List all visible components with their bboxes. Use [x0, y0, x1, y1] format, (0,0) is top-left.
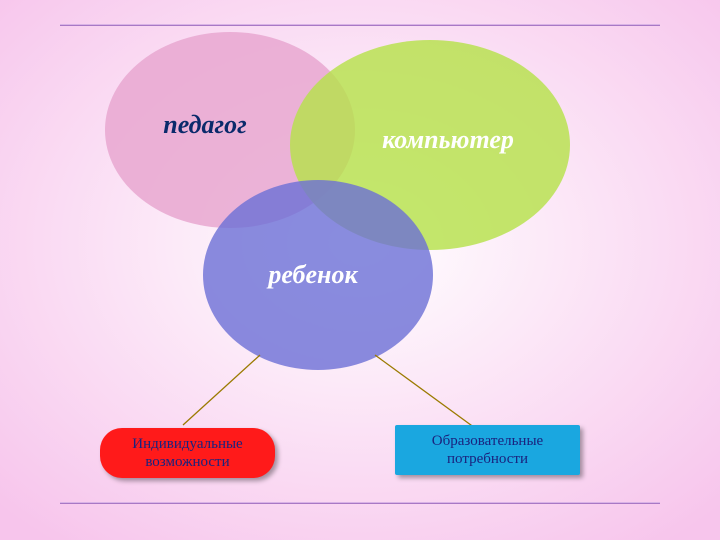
- slide-canvas: педагог компьютер ребенок Индивидуальные…: [0, 0, 720, 540]
- callout-educational: Образовательные потребности: [395, 425, 580, 475]
- venn-label-pedagog: педагог: [163, 110, 246, 140]
- callout-individual: Индивидуальные возможности: [100, 428, 275, 478]
- connector-right: [375, 355, 475, 428]
- venn-label-child: ребенок: [268, 260, 357, 290]
- connector-left: [183, 355, 260, 425]
- venn-label-computer: компьютер: [382, 125, 514, 155]
